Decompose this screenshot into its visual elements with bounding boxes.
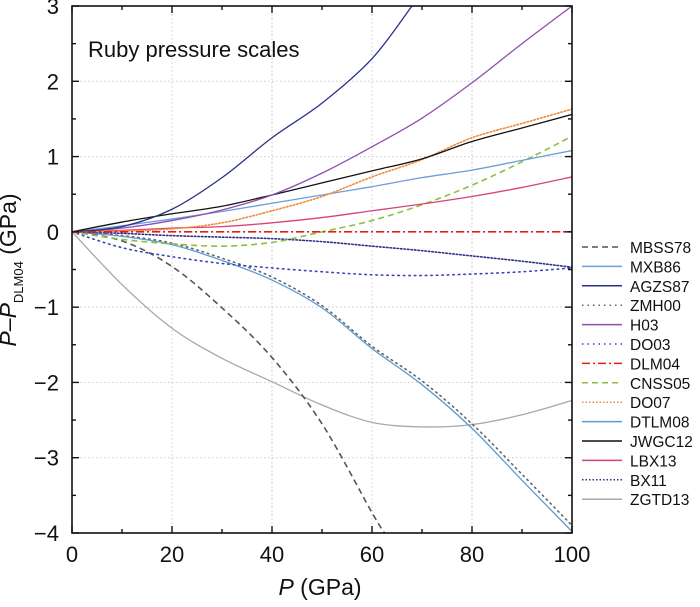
series-line-agzs87 (72, 6, 413, 233)
series-line-dtlm08 (72, 231, 572, 532)
y-tick-label: 0 (47, 220, 59, 245)
legend-label: H03 (630, 318, 658, 335)
legend-item: DTLM08 (582, 415, 689, 432)
series-line-lbx13 (72, 176, 572, 233)
y-axis-label-dash: – (0, 318, 21, 331)
x-axis-label-unit: (GPa) (294, 574, 362, 600)
legend-label: BX11 (630, 473, 667, 490)
legend-item: ZGTD13 (582, 492, 689, 509)
series-line-do03 (72, 231, 572, 277)
axis-ticks (71, 5, 573, 534)
y-tick-label: 3 (47, 0, 59, 19)
legend-item: LBX13 (582, 453, 677, 470)
series-line-zgtd13 (72, 231, 572, 428)
legend-item: ZMH00 (582, 298, 681, 315)
x-tick-labels: 0 20 40 60 80 100 (66, 542, 590, 567)
legend-label: DLM04 (630, 356, 680, 373)
legend-label: JWGC12 (630, 434, 693, 451)
y-tick-labels: 3 2 1 0 −1 −2 −3 −4 (34, 0, 59, 546)
y-tick-label: −2 (34, 370, 59, 395)
legend-label: ZGTD13 (630, 492, 689, 509)
legend-item: JWGC12 (582, 434, 693, 451)
legend-item: CNSS05 (582, 376, 690, 393)
series-line-bx11 (72, 231, 572, 269)
x-tick-label: 0 (66, 542, 78, 567)
y-tick-label: −3 (34, 446, 59, 471)
legend-item: MXB86 (582, 259, 681, 276)
legend-item: MBSS78 (582, 240, 691, 257)
legend-label: LBX13 (630, 453, 677, 470)
legend-label: DTLM08 (630, 415, 689, 432)
legend-label: AGZS87 (630, 279, 689, 296)
x-axis-label-var: P (278, 574, 294, 600)
x-tick-label: 20 (160, 542, 184, 567)
series-line-h03 (72, 6, 572, 233)
x-tick-label: 60 (360, 542, 384, 567)
legend: MBSS78 MXB86 AGZS87 ZMH00 H03 DO03 DLM04 CNSS05… (582, 240, 693, 509)
chart-title: Ruby pressure scales (88, 37, 300, 62)
legend-label: ZMH00 (630, 298, 681, 315)
legend-label: DO03 (630, 337, 671, 354)
x-tick-label: 100 (554, 542, 591, 567)
y-tick-label: 1 (47, 145, 59, 170)
y-tick-label: −1 (34, 295, 59, 320)
legend-item: AGZS87 (582, 279, 689, 296)
x-tick-label: 80 (460, 542, 484, 567)
legend-item: DO07 (582, 395, 671, 412)
legend-label: MBSS78 (630, 240, 691, 257)
series-line-mbss78 (72, 231, 386, 533)
y-axis-label-var1: P (0, 331, 21, 347)
series-line-cnss05 (72, 135, 572, 247)
legend-label: DO07 (630, 395, 671, 412)
series-line-mxb86 (72, 149, 572, 233)
legend-item: BX11 (582, 473, 667, 490)
x-axis-label: P (GPa) (278, 574, 361, 600)
y-tick-label: 2 (47, 69, 59, 94)
legend-label: CNSS05 (630, 376, 690, 393)
x-tick-label: 40 (260, 542, 284, 567)
legend-label: MXB86 (630, 259, 681, 276)
y-axis-label: P–PDLM04 (GPa) (0, 193, 26, 346)
y-tick-label: −4 (34, 521, 59, 546)
legend-item: DLM04 (582, 356, 680, 373)
legend-item: H03 (582, 318, 658, 335)
y-axis-label-var2: P (0, 302, 21, 318)
series-line-do07 (72, 108, 572, 233)
y-axis-label-unit: (GPa) (0, 193, 21, 261)
series-layer (72, 6, 572, 533)
series-line-zmh00 (72, 231, 572, 527)
y-axis-label-sub: DLM04 (11, 261, 26, 303)
legend-item: DO03 (582, 337, 671, 354)
